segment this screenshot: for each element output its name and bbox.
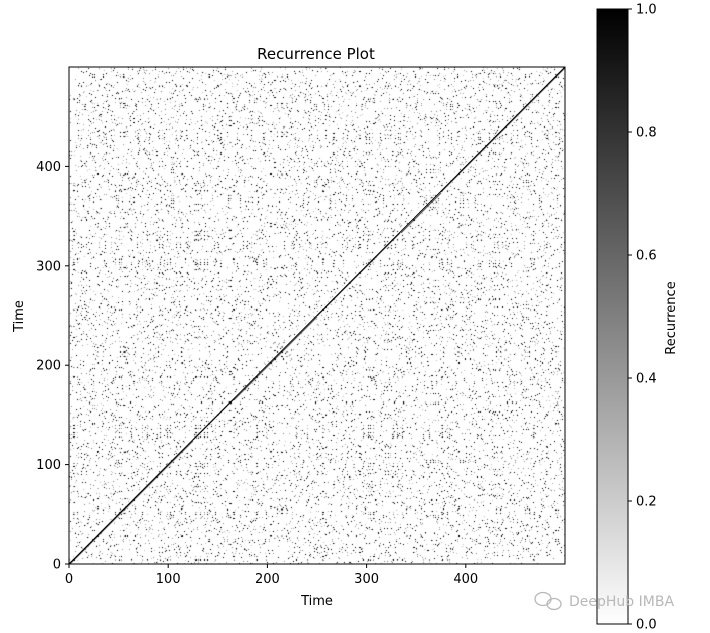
y-tick-label: 0 <box>53 558 61 573</box>
colorbar-tick-label: 0.4 <box>636 372 657 387</box>
x-tick-label: 300 <box>354 572 379 587</box>
y-tick-label: 300 <box>36 259 61 274</box>
x-axis-label: Time <box>300 594 333 609</box>
y-tick-label: 400 <box>36 160 61 175</box>
colorbar-label: Recurrence <box>664 281 679 354</box>
colorbar-tick-label: 0.8 <box>636 126 657 141</box>
chart-title: Recurrence Plot <box>257 45 375 63</box>
wechat-icon <box>534 591 562 611</box>
x-tick-label: 100 <box>156 572 181 587</box>
y-tick-label: 100 <box>36 458 61 473</box>
colorbar-tick-label: 0.0 <box>636 618 657 633</box>
x-axis: 0 100 200 300 400 <box>65 564 478 587</box>
colorbar: 0.0 0.2 0.4 0.6 0.8 1.0 Recurrence <box>596 3 679 633</box>
watermark: DeepHub IMBA <box>534 591 674 611</box>
y-axis-label: Time <box>12 300 27 333</box>
watermark-text: DeepHub IMBA <box>569 594 674 610</box>
colorbar-ticks: 0.0 0.2 0.4 0.6 0.8 1.0 <box>628 3 657 633</box>
plot-frame <box>68 66 566 565</box>
colorbar-tick-label: 0.2 <box>636 495 657 510</box>
colorbar-tick-label: 0.6 <box>636 249 657 264</box>
x-tick-label: 0 <box>65 572 73 587</box>
x-tick-label: 200 <box>255 572 280 587</box>
y-tick-label: 200 <box>36 359 61 374</box>
colorbar-tick-label: 1.0 <box>636 3 657 18</box>
colorbar-gradient <box>596 8 629 625</box>
x-tick-label: 400 <box>453 572 478 587</box>
main-diagonal <box>68 66 566 565</box>
plot-area <box>68 66 566 565</box>
y-axis: 0 100 200 300 400 <box>36 160 69 573</box>
